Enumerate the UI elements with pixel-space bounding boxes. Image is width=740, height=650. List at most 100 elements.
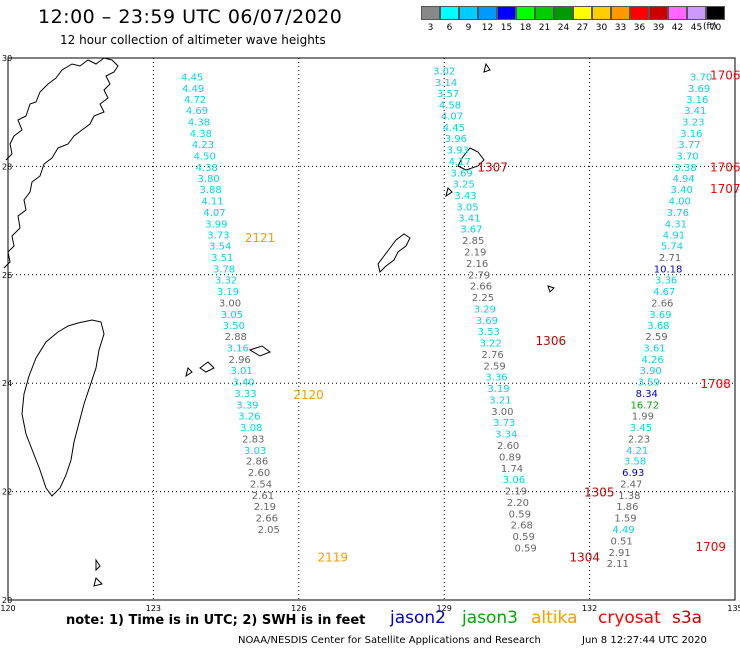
longitude-tick-label: 132 [582,604,597,613]
axis-tick-labels: 120 123 126 129 132 135 30 28 26 24 22 20 [0,54,740,613]
lanyu-islet [95,558,101,572]
pass-time-label: 1706 [710,68,740,82]
pass-time-label: 1304 [569,551,600,565]
color-scale-label: 45 [690,23,703,33]
pass-time-label: 1307 [477,160,508,174]
wave-height-value: 2.19 [464,247,486,258]
wave-height-value: 3.33 [234,389,256,400]
wave-height-value: 2.16 [466,259,488,270]
wave-height-value: 3.88 [199,185,221,196]
wave-height-value: 4.11 [201,197,223,208]
color-scale-swatch [706,6,725,20]
satellite-legend-cryosat: cryosat [598,608,661,628]
wave-height-value: 4.26 [641,355,663,366]
wave-height-value: 4.58 [439,101,461,112]
wave-height-value: 1.74 [501,464,523,475]
wave-height-value: 3.08 [240,423,262,434]
color-scale-swatch [554,6,573,20]
longitude-tick-label: 135 [727,604,740,613]
latitude-tick-label: 22 [2,488,12,497]
wave-height-value: 3.70 [690,72,712,83]
wave-height-value: 2.68 [511,521,533,532]
wave-height-value: 0.89 [499,452,521,463]
pass-time-label: 2119 [317,551,348,565]
wave-height-value: 4.38 [190,129,212,140]
wave-height-value: 2.76 [482,350,504,361]
wave-height-value: 4.91 [663,231,685,242]
wave-height-value: 3.53 [478,327,500,338]
wave-height-value: 3.73 [207,231,229,242]
color-scale-swatch [630,6,649,20]
wave-height-value: 4.72 [184,95,206,106]
wave-height-value: 4.67 [653,287,675,298]
wave-height-value: 3.99 [205,219,227,230]
wave-height-value: 3.23 [682,117,704,128]
pass-time-label: 1708 [700,377,731,391]
latitude-tick-label: 24 [2,379,12,388]
wave-height-value: 3.19 [487,384,509,395]
color-scale-swatch [649,6,668,20]
wave-height-value: 3.40 [232,378,254,389]
wave-height-value: 3.19 [217,287,239,298]
wave-height-value: 4.31 [665,219,687,230]
wave-height-value: 4.21 [626,446,648,457]
wave-height-value: 2.88 [225,332,247,343]
longitude-tick-label: 126 [291,604,306,613]
color-scale-swatch [573,6,592,20]
wave-height-value: 3.06 [503,475,525,486]
wave-height-value: 3.69 [649,310,671,321]
longitude-tick-label: 123 [146,604,161,613]
wave-height-value: 3.05 [456,203,478,214]
pass-time-label: 2120 [293,388,324,402]
wave-height-value: 3.67 [460,225,482,236]
wave-height-value: 2.61 [252,491,274,502]
wave-height-value: 3.50 [223,321,245,332]
pass-time-label: 1709 [695,540,726,554]
generation-timestamp: Jun 8 12:27:44 UTC 2020 [582,635,707,646]
wave-height-value: 4.17 [449,157,471,168]
color-scale-swatch [535,6,554,20]
wave-height-value: 3.00 [491,407,513,418]
color-scale-label: 21 [538,23,551,33]
wave-height-value: 0.59 [514,543,536,554]
okinawa-coastline [377,233,411,273]
color-scale-label: 24 [557,23,570,33]
wave-height-value: 2.59 [645,332,667,343]
grid-lines [7,57,736,601]
wave-height-value: 3.43 [454,191,476,202]
latitude-tick-label: 20 [2,596,12,605]
latitude-tick-label: 30 [2,54,12,63]
footer-note: note: 1) Time is in UTC; 2) SWH is in fe… [66,613,366,628]
wave-height-value: 3.69 [688,84,710,95]
tokara-islet [445,187,453,198]
wave-height-value: 3.77 [678,140,700,151]
wave-height-tracks: 4.454.494.724.694.384.384.234.504.383.80… [181,66,712,570]
wave-height-value: 3.69 [476,316,498,327]
wave-height-value: 3.59 [638,378,660,389]
wave-height-value: 3.41 [684,106,706,117]
color-scale-swatch [611,6,630,20]
wave-height-value: 3.93 [447,146,469,157]
wave-height-value: 2.47 [620,479,642,490]
satellite-legend-s3a: s3a [672,608,703,628]
wave-height-value: 4.94 [672,174,694,185]
wave-height-value: 3.51 [211,253,233,264]
wave-height-value: 3.58 [624,457,646,468]
longitude-tick-label: 129 [437,604,452,613]
color-scale-label: 33 [614,23,627,33]
wave-height-value: 3.80 [198,174,220,185]
color-scale-label: 27 [576,23,589,33]
wave-height-value: 0.59 [513,532,535,543]
wave-height-value: 3.96 [445,134,467,145]
wave-height-value: 2.60 [248,468,270,479]
wave-height-value: 3.16 [680,129,702,140]
wave-height-value: 4.69 [186,106,208,117]
wave-height-value: 2.66 [256,514,278,525]
color-scale-label: 15 [500,23,513,33]
map-title: 12:00 – 23:59 UTC 06/07/2020 [38,6,343,28]
wave-height-value: 3.36 [485,373,507,384]
wave-height-value: 4.07 [203,208,225,219]
wave-height-value: 4.38 [196,163,218,174]
